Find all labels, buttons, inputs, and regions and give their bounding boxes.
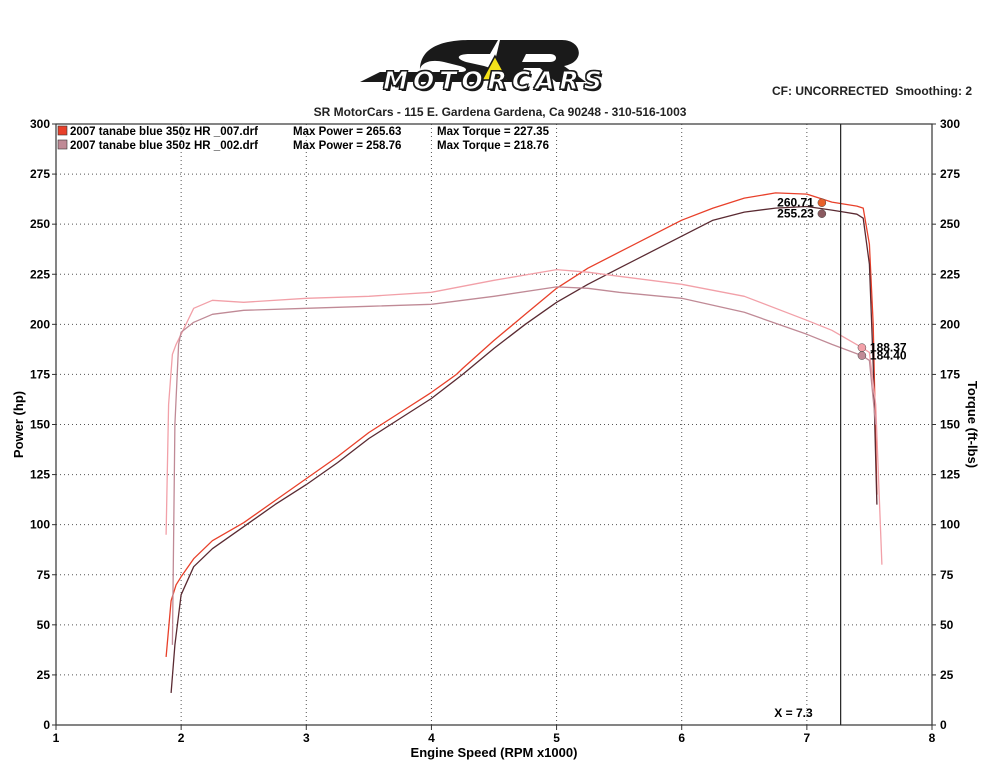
sr-motorcars-logo: MOTORCARS: [350, 36, 640, 100]
logo-wordmark: MOTORCARS: [383, 66, 607, 96]
x-tick-label: 7: [804, 731, 811, 745]
y-tick-label-right: 275: [940, 167, 960, 181]
legend-run: 2007 tanabe blue 350z HR _002.drf: [70, 140, 258, 152]
y-tick-label-right: 0: [940, 718, 947, 732]
series-lines: [165, 192, 883, 693]
y-tick-label-left: 100: [30, 518, 50, 532]
y-tick-label-left: 125: [30, 468, 50, 482]
y-tick-label-left: 50: [37, 618, 51, 632]
data-label: 255.23: [777, 207, 814, 221]
y-tick-label-right: 200: [940, 317, 960, 331]
legend-max-torque: Max Torque = 218.76: [437, 140, 549, 152]
legend-run: 2007 tanabe blue 350z HR _007.drf: [70, 126, 258, 138]
x-tick-label: 3: [303, 731, 310, 745]
legend-swatch: [57, 125, 68, 136]
legend: 2007 tanabe blue 350z HR _007.drf Max Pow…: [57, 125, 550, 152]
y-tick-label-right: 125: [940, 468, 960, 482]
y-tick-label-right: 175: [940, 367, 960, 381]
series-line-torque_002: [171, 286, 877, 645]
y-tick-label-left: 250: [30, 217, 50, 231]
y-tick-label-left: 275: [30, 167, 50, 181]
legend-swatch: [57, 139, 68, 150]
y-tick-label-left: 75: [37, 568, 51, 582]
data-label-marker: [817, 198, 827, 207]
legend-max-power: Max Power = 258.76: [293, 140, 401, 152]
y-tick-label-right: 150: [940, 418, 960, 432]
data-label: 188.37: [870, 341, 907, 355]
grid: [56, 124, 932, 725]
data-label-marker: [857, 343, 867, 352]
y-tick-label-right: 50: [940, 618, 954, 632]
x-tick-label: 4: [428, 731, 435, 745]
data-label: 184.40: [870, 349, 907, 363]
correction-info: CF: UNCORRECTED Smoothing: 2: [772, 84, 972, 98]
data-label: 260.71: [777, 196, 814, 210]
x-tick-label: 2: [178, 731, 185, 745]
x-tick-label: 6: [678, 731, 685, 745]
y-tick-label-left: 25: [37, 668, 51, 682]
x-tick-label: 5: [553, 731, 560, 745]
y-tick-label-left: 225: [30, 267, 50, 281]
series-line-torque_007: [165, 268, 883, 565]
y-tick-label-right: 225: [940, 267, 960, 281]
series-line-power_002: [170, 205, 878, 693]
cursor-label: X = 7.3: [774, 706, 813, 720]
sr-logo-mark: [360, 40, 586, 82]
y-tick-label-right: 300: [940, 117, 960, 131]
x-tick-label: 8: [929, 731, 936, 745]
y-tick-label-left: 175: [30, 367, 50, 381]
y-tick-label-left: 0: [43, 718, 50, 732]
y-tick-label-right: 25: [940, 668, 954, 682]
x-tick-label: 1: [53, 731, 60, 745]
y-axis-label-left: Power (hp): [11, 391, 26, 458]
legend-max-power: Max Power = 265.63: [293, 126, 401, 138]
y-tick-label-right: 100: [940, 518, 960, 532]
legend-max-torque: Max Torque = 227.35: [437, 126, 550, 138]
y-tick-label-left: 150: [30, 418, 50, 432]
y-tick-label-left: 200: [30, 317, 50, 331]
data-label-marker: [857, 351, 867, 360]
x-axis-label: Engine Speed (RPM x1000): [411, 745, 578, 760]
shop-info: SR MotorCars - 115 E. Gardena Gardena, C…: [313, 105, 687, 119]
y-tick-label-left: 300: [30, 117, 50, 131]
y-axis-label-right: Torque (ft-lbs): [965, 381, 980, 468]
data-label-marker: [817, 209, 827, 218]
y-tick-label-right: 75: [940, 568, 954, 582]
y-tick-label-right: 250: [940, 217, 960, 231]
